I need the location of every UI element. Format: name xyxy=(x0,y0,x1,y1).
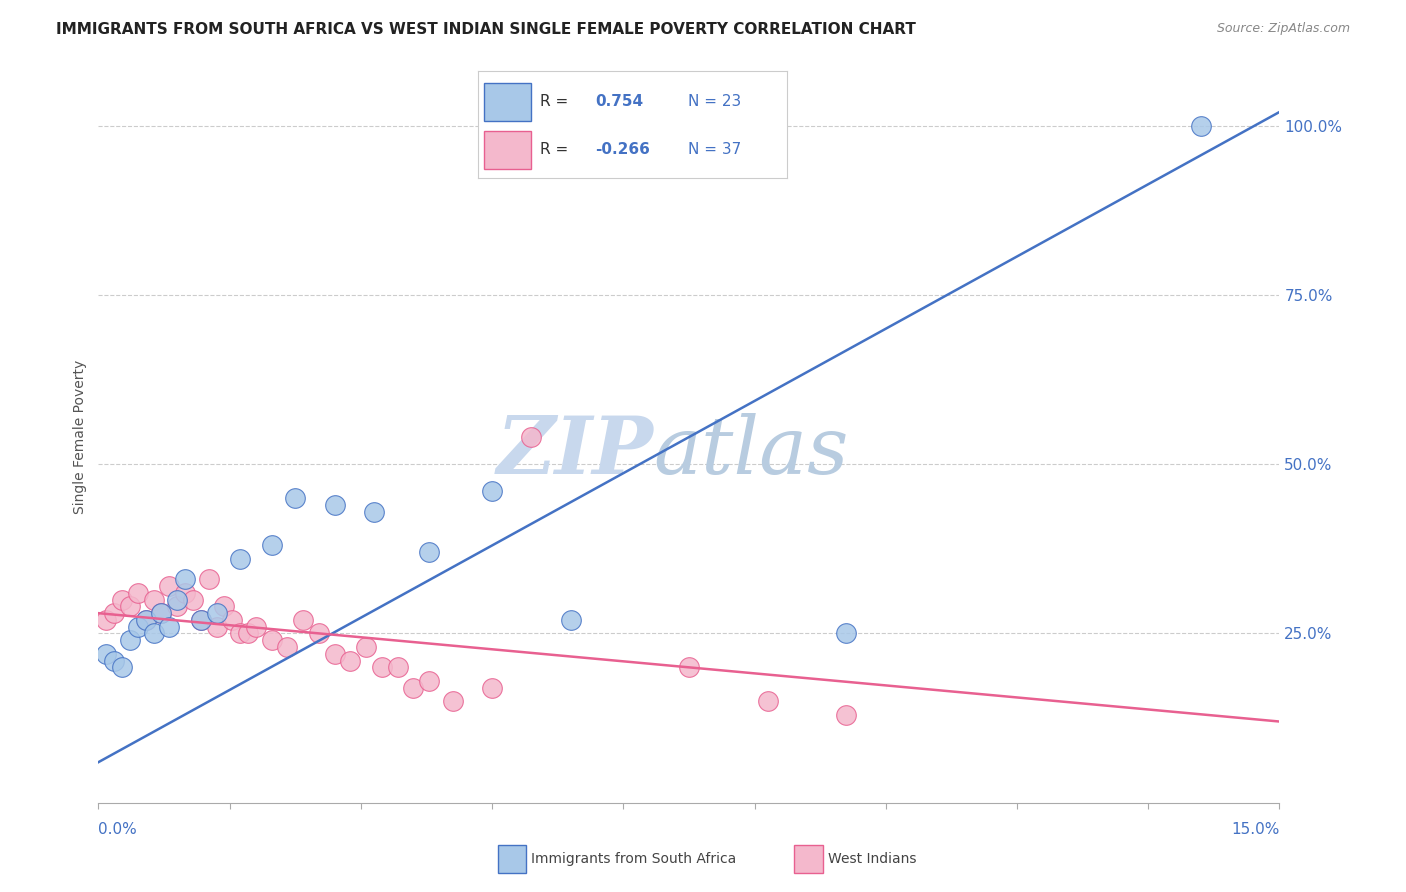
Point xyxy=(127,586,149,600)
FancyBboxPatch shape xyxy=(484,131,530,169)
Text: N = 37: N = 37 xyxy=(689,142,741,157)
Text: R =: R = xyxy=(540,142,574,157)
Point xyxy=(190,613,212,627)
Text: ZIP: ZIP xyxy=(496,413,654,491)
Point xyxy=(150,606,173,620)
Point xyxy=(166,599,188,614)
Point xyxy=(835,626,858,640)
Point xyxy=(111,660,134,674)
Point xyxy=(166,592,188,607)
Point xyxy=(756,694,779,708)
Point xyxy=(363,505,385,519)
FancyBboxPatch shape xyxy=(484,83,530,120)
Point xyxy=(174,586,197,600)
Point xyxy=(205,606,228,620)
Point xyxy=(205,620,228,634)
Point xyxy=(418,545,440,559)
Point xyxy=(157,620,180,634)
Text: IMMIGRANTS FROM SOUTH AFRICA VS WEST INDIAN SINGLE FEMALE POVERTY CORRELATION CH: IMMIGRANTS FROM SOUTH AFRICA VS WEST IND… xyxy=(56,22,917,37)
Point xyxy=(1189,119,1212,133)
Point xyxy=(96,613,118,627)
Point xyxy=(418,673,440,688)
Point xyxy=(96,647,118,661)
Point xyxy=(229,626,252,640)
Point xyxy=(174,572,197,586)
Text: N = 23: N = 23 xyxy=(689,94,741,109)
Point xyxy=(323,498,346,512)
Point xyxy=(835,707,858,722)
Text: Source: ZipAtlas.com: Source: ZipAtlas.com xyxy=(1216,22,1350,36)
Point xyxy=(150,606,173,620)
Point xyxy=(221,613,243,627)
Point xyxy=(142,592,165,607)
Text: West Indians: West Indians xyxy=(828,852,917,866)
Point xyxy=(260,538,283,552)
Point xyxy=(103,606,125,620)
Point xyxy=(354,640,377,654)
Point xyxy=(371,660,394,674)
Point xyxy=(214,599,236,614)
Y-axis label: Single Female Poverty: Single Female Poverty xyxy=(73,360,87,514)
Point xyxy=(190,613,212,627)
Text: 0.754: 0.754 xyxy=(596,94,644,109)
Text: 15.0%: 15.0% xyxy=(1232,822,1279,837)
Point xyxy=(441,694,464,708)
Point xyxy=(260,633,283,648)
Point xyxy=(284,491,307,505)
Text: -0.266: -0.266 xyxy=(596,142,651,157)
Point xyxy=(308,626,330,640)
Text: R =: R = xyxy=(540,94,574,109)
Point xyxy=(118,599,141,614)
Point xyxy=(292,613,315,627)
Point xyxy=(481,484,503,499)
Point xyxy=(402,681,425,695)
Text: Immigrants from South Africa: Immigrants from South Africa xyxy=(531,852,737,866)
Point xyxy=(323,647,346,661)
Point xyxy=(111,592,134,607)
Point xyxy=(678,660,700,674)
Point xyxy=(520,430,543,444)
Point xyxy=(197,572,219,586)
Point xyxy=(142,626,165,640)
Point xyxy=(229,552,252,566)
Point xyxy=(387,660,409,674)
Point xyxy=(118,633,141,648)
Text: atlas: atlas xyxy=(654,413,849,491)
Point xyxy=(127,620,149,634)
Point xyxy=(276,640,298,654)
Point xyxy=(245,620,267,634)
Point xyxy=(181,592,204,607)
Point xyxy=(339,654,361,668)
Text: 0.0%: 0.0% xyxy=(98,822,138,837)
Point xyxy=(481,681,503,695)
Point xyxy=(236,626,259,640)
Point xyxy=(135,613,157,627)
Point xyxy=(157,579,180,593)
Point xyxy=(135,613,157,627)
Point xyxy=(103,654,125,668)
Point xyxy=(560,613,582,627)
